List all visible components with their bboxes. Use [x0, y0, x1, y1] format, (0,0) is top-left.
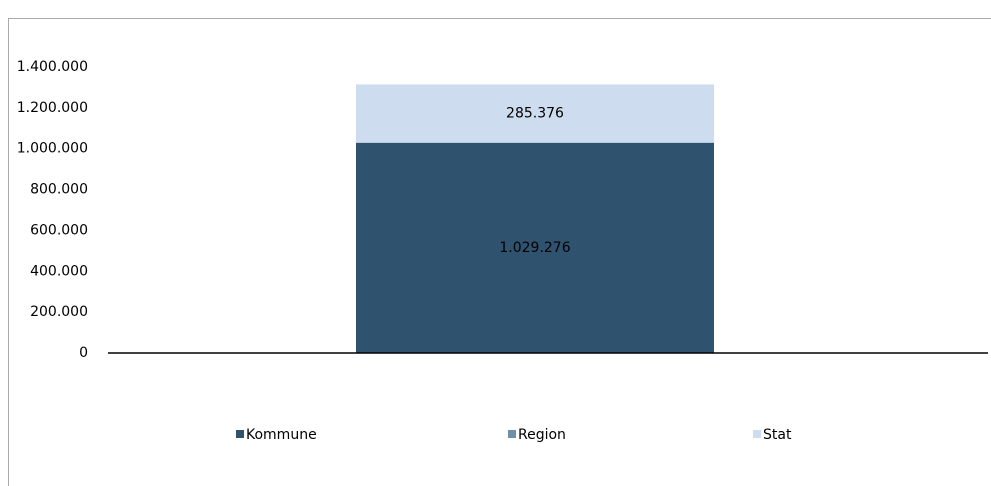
- legend-label: Kommune: [246, 427, 317, 443]
- legend-label: Stat: [763, 427, 792, 443]
- data-label: 285.376: [506, 106, 564, 122]
- bar-segment: [356, 84, 714, 143]
- y-tick-label: 0: [79, 345, 88, 361]
- chart-frame: [8, 18, 991, 486]
- y-tick-label: 400.000: [30, 263, 88, 279]
- legend-label: Region: [518, 427, 566, 443]
- legend-swatch: [508, 430, 516, 438]
- data-label: 1.029.276: [499, 240, 570, 256]
- legend-swatch: [236, 430, 244, 438]
- y-tick-label: 200.000: [30, 304, 88, 320]
- y-tick-label: 800.000: [30, 182, 88, 198]
- y-tick-label: 1.000.000: [17, 141, 88, 157]
- legend-swatch: [753, 430, 761, 438]
- y-tick-label: 600.000: [30, 222, 88, 238]
- y-tick-label: 1.400.000: [17, 59, 88, 75]
- y-tick-label: 1.200.000: [17, 100, 88, 116]
- bar-segment: [356, 142, 714, 353]
